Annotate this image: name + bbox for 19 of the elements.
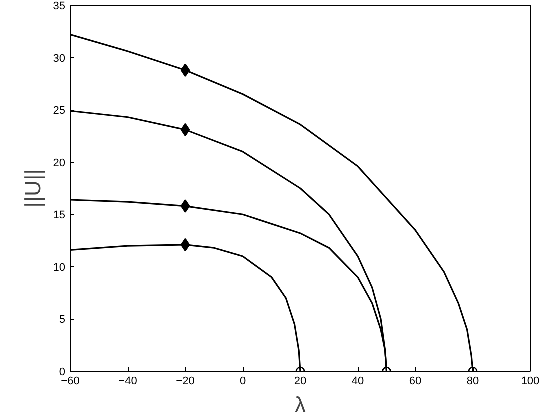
x-tick-label: 60 [409,376,422,388]
x-tick-label: −40 [118,376,138,388]
x-tick-label: 20 [294,376,307,388]
y-tick-label: 15 [53,210,66,222]
y-tick-label: 30 [53,52,66,65]
y-tick-label: 0 [59,366,66,378]
x-tick-label: 80 [466,376,480,388]
y-axis-title: ||U|| [20,169,46,208]
y-tick-label: 20 [53,157,66,170]
x-axis-title: λ [295,392,306,418]
y-tick-label: 35 [53,0,66,12]
x-tick-label: −60 [61,376,80,388]
x-tick-label: −20 [176,376,195,388]
x-tick-label: 0 [240,376,246,388]
y-tick-label: 10 [53,262,66,274]
y-tick-label: 25 [53,105,66,118]
x-tick-label: 100 [521,376,540,388]
y-tick-label: 5 [59,314,66,326]
x-tick-label: 40 [352,376,364,388]
